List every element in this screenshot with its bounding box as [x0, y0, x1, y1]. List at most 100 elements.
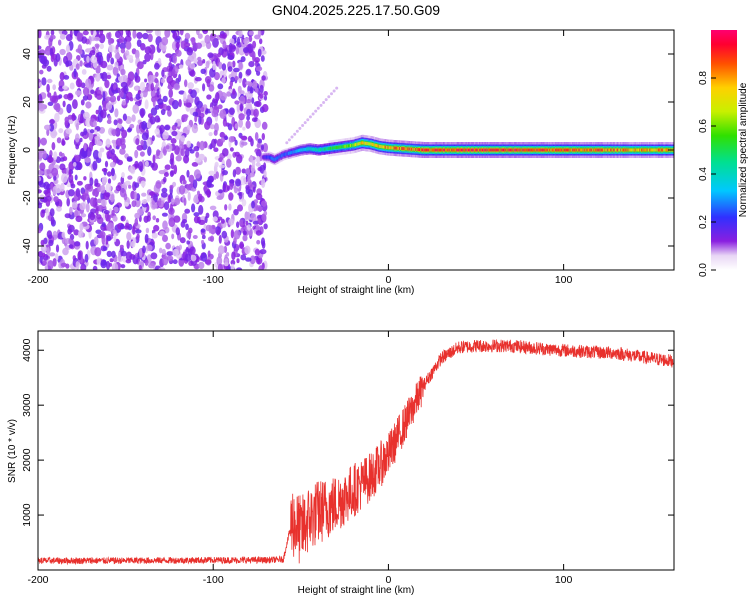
- noise-speck: [235, 154, 243, 164]
- noise-speck: [184, 32, 191, 40]
- noise-speck: [238, 71, 243, 79]
- noise-speck: [181, 219, 188, 224]
- noise-speck: [144, 53, 151, 62]
- noise-speck: [139, 151, 145, 157]
- noise-speck: [101, 71, 108, 82]
- noise-speck: [53, 151, 58, 161]
- noise-speck: [109, 95, 117, 103]
- noise-speck: [214, 122, 219, 133]
- noise-speck: [100, 109, 107, 119]
- noise-speck: [259, 84, 264, 94]
- noise-speck: [106, 171, 112, 177]
- noise-speck: [228, 107, 235, 115]
- noise-speck: [258, 265, 264, 270]
- noise-speck: [40, 239, 45, 246]
- noise-speck: [263, 223, 268, 230]
- noise-speck: [95, 65, 101, 75]
- noise-speck: [242, 234, 248, 242]
- noise-speck: [236, 267, 243, 270]
- noise-speck: [256, 239, 261, 245]
- noise-speck: [161, 69, 165, 78]
- noise-speck: [85, 202, 90, 213]
- noise-speck: [192, 111, 199, 117]
- noise-speck: [161, 187, 168, 193]
- noise-speck: [197, 33, 203, 39]
- noise-speck: [186, 169, 190, 178]
- noise-speck: [178, 64, 184, 69]
- noise-speck: [103, 210, 110, 215]
- noise-speck: [60, 262, 67, 268]
- noise-speck: [257, 30, 262, 38]
- noise-speck: [111, 139, 116, 144]
- snr-line: [38, 338, 674, 566]
- noise-speck: [175, 227, 180, 236]
- noise-speck: [233, 209, 239, 216]
- ridge-wisp: [285, 141, 289, 145]
- noise-speck: [140, 139, 145, 146]
- noise-speck: [120, 223, 125, 230]
- noise-speck: [137, 61, 144, 70]
- colorbar: 0.0 0.2 0.4 0.6 0.8 Normalized spectral ampl…: [698, 30, 749, 277]
- noise-speck: [46, 65, 52, 72]
- noise-speck: [252, 40, 257, 49]
- noise-speck: [260, 237, 266, 247]
- noise-speck: [187, 94, 192, 100]
- noise-speck: [247, 211, 251, 221]
- noise-speck: [246, 115, 251, 121]
- noise-speck: [211, 138, 216, 149]
- noise-speck: [251, 117, 258, 123]
- noise-speck: [61, 231, 66, 239]
- noise-speck: [186, 240, 190, 245]
- noise-speck: [146, 193, 151, 202]
- noise-speck: [156, 149, 161, 157]
- noise-speck: [152, 97, 156, 108]
- noise-speck: [172, 31, 178, 40]
- noise-speck: [202, 59, 206, 64]
- noise-speck: [240, 135, 248, 140]
- noise-speck: [160, 78, 166, 84]
- noise-speck: [184, 208, 191, 214]
- noise-speck: [75, 215, 83, 223]
- noise-speck: [85, 101, 92, 109]
- x-tick-label: -200: [27, 574, 48, 586]
- noise-speck: [173, 215, 181, 223]
- noise-speck: [98, 151, 102, 159]
- noise-speck: [239, 241, 244, 250]
- noise-speck: [144, 259, 149, 266]
- noise-speck: [209, 124, 215, 130]
- noise-speck: [38, 137, 41, 147]
- noise-speck: [59, 72, 65, 81]
- noise-speck: [120, 250, 127, 257]
- noise-speck: [167, 194, 171, 204]
- noise-speck: [90, 30, 94, 36]
- noise-speck: [119, 42, 127, 50]
- noise-speck: [124, 180, 131, 186]
- noise-speck: [131, 114, 136, 122]
- noise-speck: [172, 259, 178, 265]
- noise-speck: [181, 114, 189, 119]
- noise-speck: [54, 112, 60, 123]
- noise-speck: [164, 124, 171, 131]
- noise-speck: [65, 34, 73, 42]
- noise-speck: [82, 30, 89, 36]
- noise-speck: [255, 66, 263, 72]
- noise-speck: [229, 179, 235, 184]
- noise-speck: [216, 216, 223, 221]
- noise-speck: [159, 230, 166, 237]
- noise-speck: [133, 191, 138, 201]
- noise-speck: [156, 88, 160, 98]
- noise-speck: [77, 161, 82, 171]
- noise-speck: [80, 213, 87, 218]
- noise-speck: [92, 188, 96, 196]
- noise-speck: [126, 54, 134, 61]
- noise-speck: [189, 63, 196, 69]
- noise-speck: [98, 55, 102, 66]
- noise-speck: [121, 100, 127, 106]
- noise-speck: [38, 49, 46, 56]
- noise-speck: [41, 209, 46, 214]
- noise-speck: [67, 92, 74, 101]
- noise-speck: [259, 249, 267, 255]
- noise-speck: [62, 85, 68, 90]
- noise-speck: [80, 131, 85, 137]
